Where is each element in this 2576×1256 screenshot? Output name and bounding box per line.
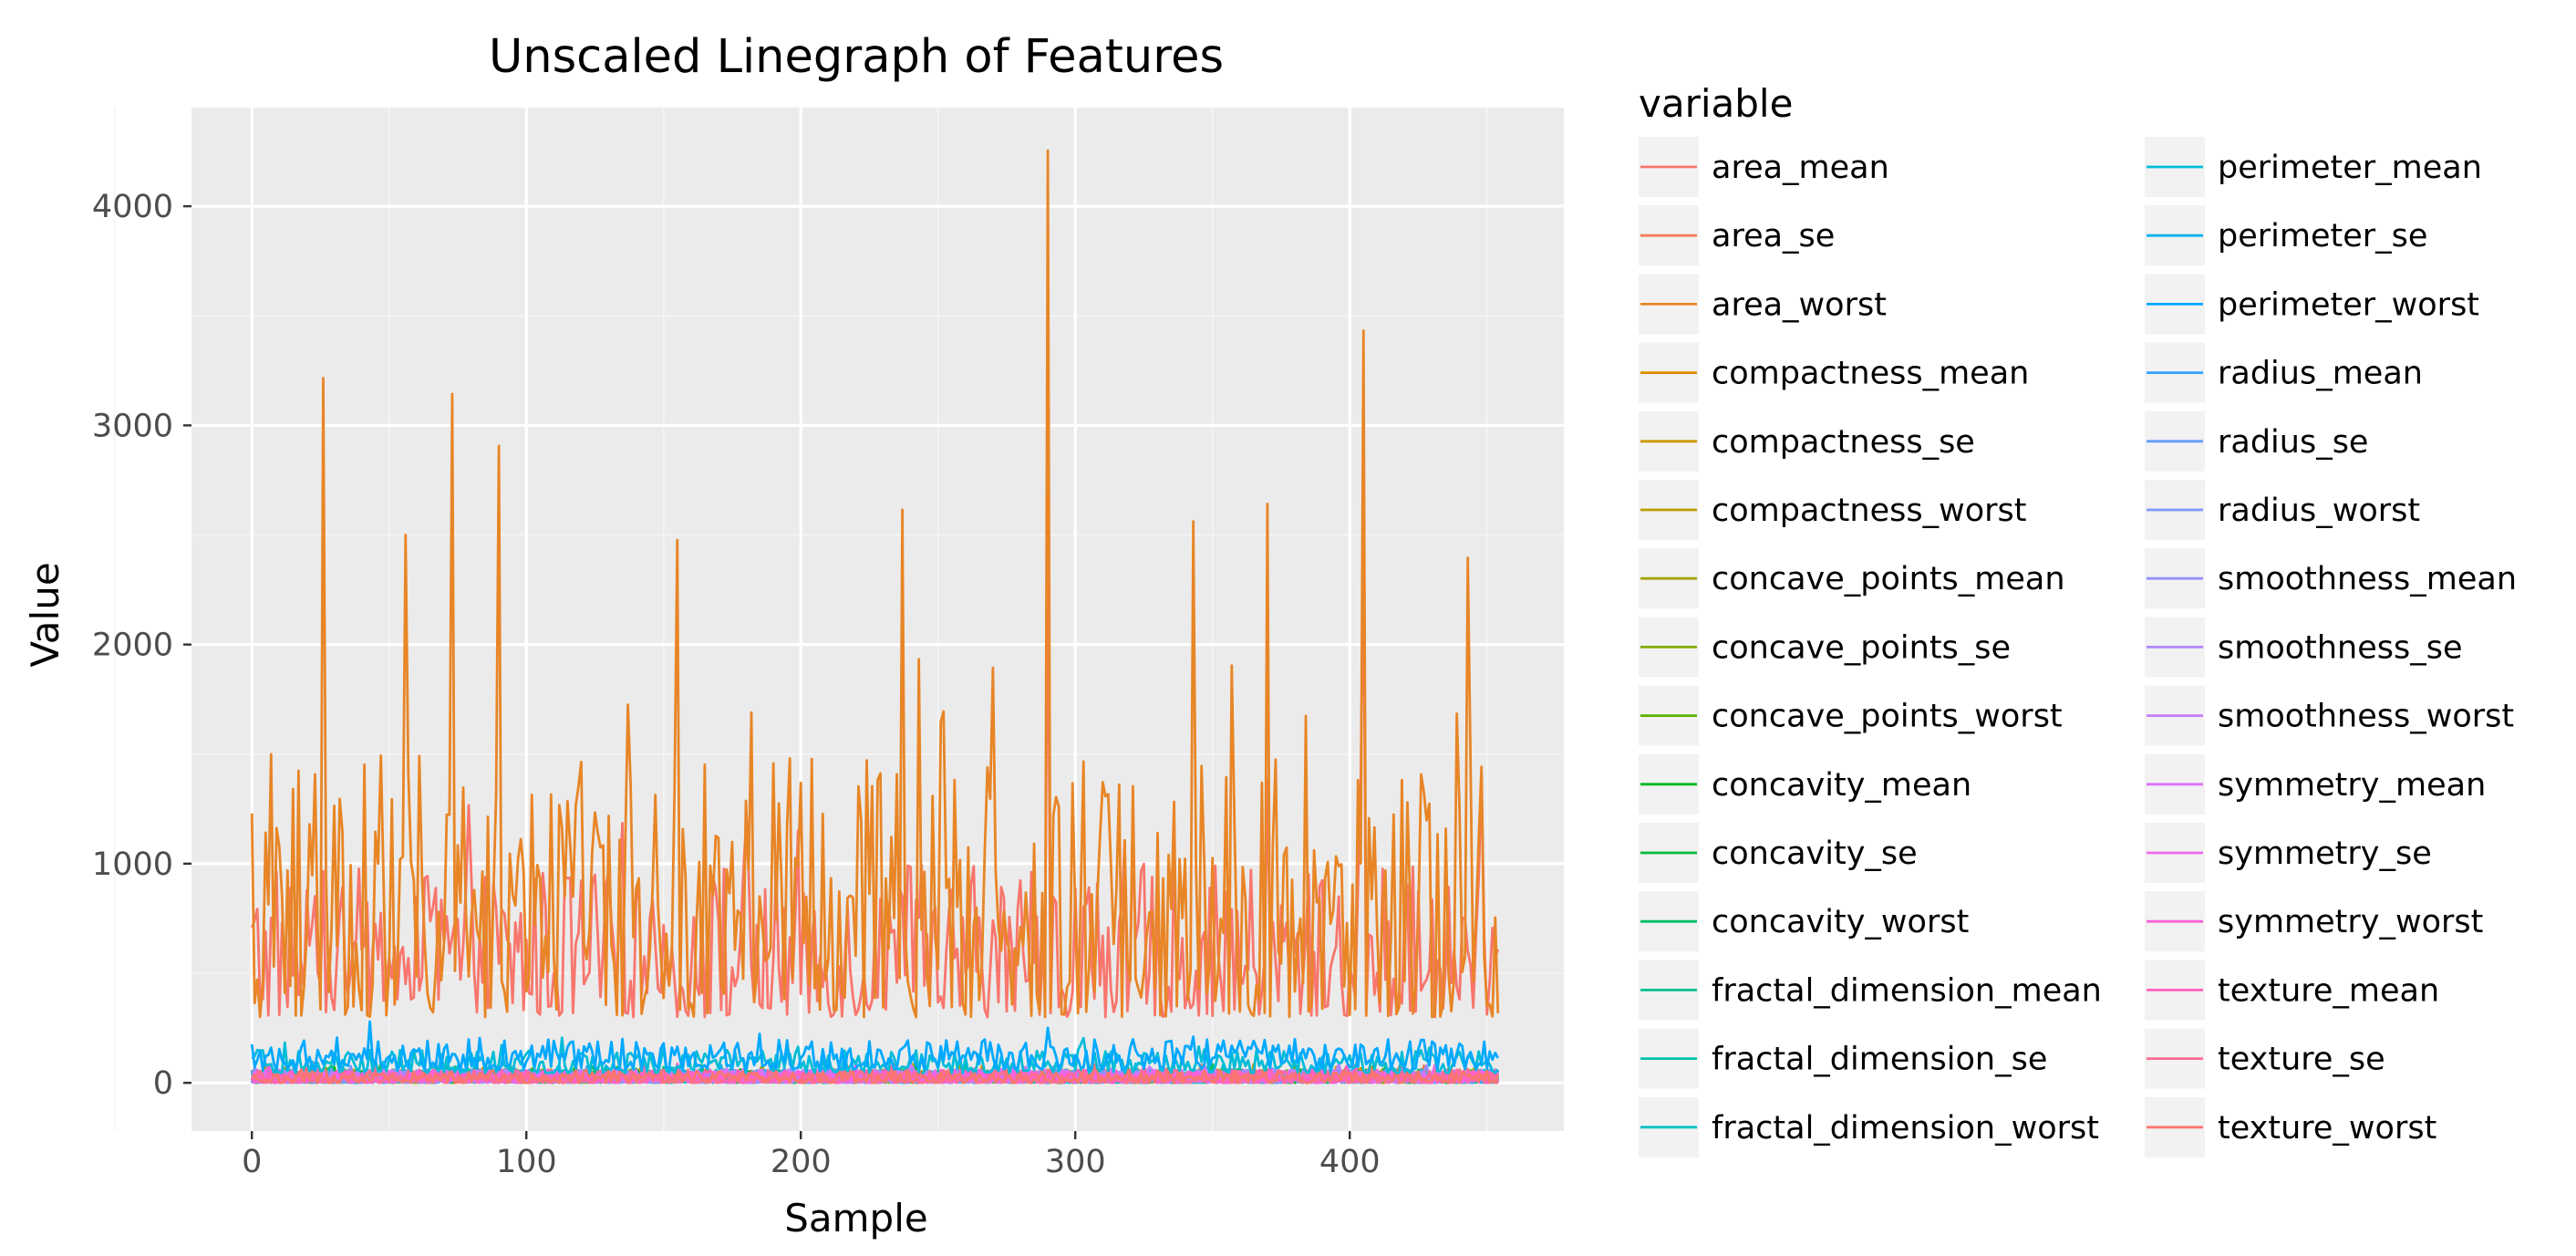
legend-label: compactness_worst [1712,493,2026,529]
legend-item-area_worst: area_worst [1639,274,1887,335]
legend-label: smoothness_mean [2218,561,2517,597]
legend-item-area_se: area_se [1639,205,1835,266]
legend-item-radius_se: radius_se [2145,410,2368,472]
legend-item-fractal_dimension_se: fractal_dimension_se [1639,1028,2047,1089]
y-tick-label: 1000 [92,846,173,883]
legend-label: fractal_dimension_mean [1712,972,2102,1009]
legend-label: perimeter_se [2218,218,2427,254]
legend-item-radius_worst: radius_worst [2145,480,2420,540]
legend-label: concave_points_worst [1712,699,2063,735]
x-tick-label: 400 [1319,1144,1381,1180]
legend-item-compactness_mean: compactness_mean [1639,342,2029,403]
legend-item-smoothness_mean: smoothness_mean [2145,548,2517,609]
chart-title: Unscaled Linegraph of Features [489,30,1224,84]
legend-title: variable [1639,81,1793,126]
legend-label: fractal_dimension_worst [1712,1110,2099,1147]
legend-label: area_worst [1712,286,1887,323]
legend-item-fractal_dimension_worst: fractal_dimension_worst [1639,1096,2099,1157]
legend-label: area_se [1712,218,1835,254]
legend-label: compactness_mean [1712,356,2029,392]
legend-item-concavity_mean: concavity_mean [1639,753,1971,815]
legend-item-texture_mean: texture_mean [2145,960,2439,1021]
x-tick-label: 300 [1045,1144,1106,1180]
legend-item-concave_points_mean: concave_points_mean [1639,548,2065,609]
series-line-perimeter_worst [250,1020,1500,1072]
legend-item-concavity_se: concavity_se [1639,823,1918,883]
legend-label: compactness_se [1712,424,1975,461]
legend-label: symmetry_worst [2218,904,2483,940]
legend-item-texture_se: texture_se [2145,1028,2385,1089]
x-tick-label: 100 [496,1144,557,1180]
legend-item-symmetry_mean: symmetry_mean [2145,753,2486,815]
legend-label: concave_points_mean [1712,561,2065,597]
legend-item-area_mean: area_mean [1639,137,1889,197]
legend-label: perimeter_worst [2218,286,2479,323]
legend-label: smoothness_worst [2218,699,2514,735]
legend-item-perimeter_mean: perimeter_mean [2145,137,2482,197]
legend-item-radius_mean: radius_mean [2145,342,2423,403]
series-line-texture_worst [251,1063,1500,1085]
y-tick-label: 2000 [92,628,173,664]
legend-item-compactness_se: compactness_se [1639,410,1975,472]
x-axis-title: Sample [784,1196,927,1240]
legend-label: radius_mean [2218,356,2423,392]
legend-item-concave_points_worst: concave_points_worst [1639,685,2063,746]
legend-label: perimeter_mean [2218,150,2482,186]
x-tick-label: 0 [242,1144,262,1180]
legend-item-smoothness_se: smoothness_se [2145,617,2463,678]
legend-label: concavity_worst [1712,904,1969,940]
minor-gridlines [113,108,1564,1131]
legend-item-symmetry_worst: symmetry_worst [2145,891,2483,952]
legend-label: symmetry_se [2218,836,2432,872]
legend-item-fractal_dimension_mean: fractal_dimension_mean [1639,960,2102,1021]
legend-item-perimeter_worst: perimeter_worst [2145,274,2479,335]
legend-item-texture_worst: texture_worst [2145,1096,2436,1157]
legend-label: area_mean [1712,150,1889,186]
y-tick-label: 0 [153,1065,173,1102]
y-axis-title: Value [23,562,67,667]
legend: variable area_mean area_se area_worstcompa… [1639,81,2517,1157]
legend-label: texture_mean [2218,972,2439,1009]
legend-label: radius_worst [2218,493,2420,529]
legend-label: texture_se [2218,1042,2385,1078]
y-tick-label: 3000 [92,408,173,444]
series-line-area_worst [250,149,1500,1019]
legend-label: texture_worst [2218,1110,2436,1147]
legend-item-compactness_worst: compactness_worst [1639,480,2026,540]
series-lines [250,149,1500,1085]
legend-label: concavity_se [1712,836,1918,872]
legend-label: fractal_dimension_se [1712,1042,2047,1078]
x-tick-label: 200 [771,1144,832,1180]
legend-label: symmetry_mean [2218,767,2486,804]
legend-item-symmetry_se: symmetry_se [2145,823,2432,883]
legend-item-concave_points_se: concave_points_se [1639,617,2011,678]
legend-item-smoothness_worst: smoothness_worst [2145,685,2514,746]
legend-label: radius_se [2218,424,2368,461]
legend-label: smoothness_se [2218,629,2463,666]
legend-label: concave_points_se [1712,629,2011,666]
y-tick-label: 4000 [92,189,173,225]
legend-item-concavity_worst: concavity_worst [1639,891,1969,952]
legend-item-perimeter_se: perimeter_se [2145,205,2427,266]
legend-label: concavity_mean [1712,767,1971,804]
